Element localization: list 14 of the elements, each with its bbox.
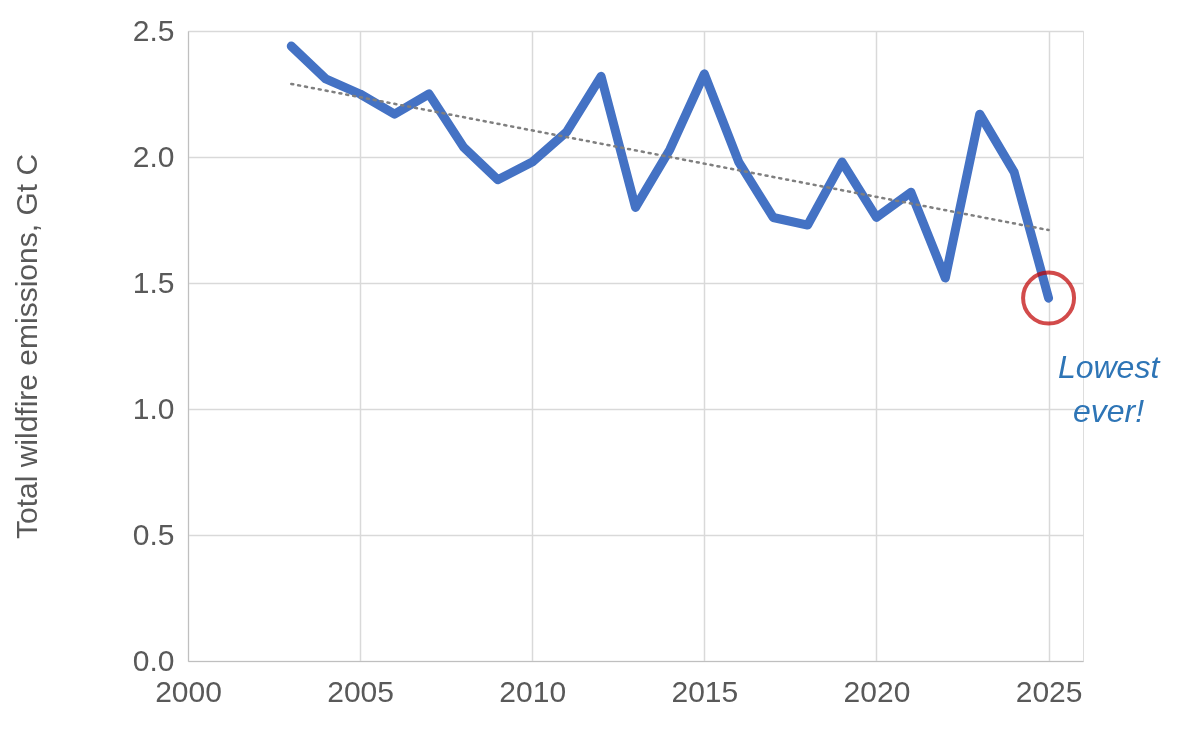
- x-tick-label: 2010: [499, 674, 567, 708]
- y-tick-label: 1.0: [132, 391, 175, 425]
- y-tick-label: 1.5: [132, 265, 175, 299]
- y-axis-title: Total wildfire emissions, Gt C: [9, 153, 43, 540]
- annotation: Lowest ever!: [1057, 349, 1161, 430]
- x-tick-label: 2000: [155, 674, 222, 708]
- y-tick-label: 2.5: [132, 13, 175, 47]
- x-tick-label: 2020: [843, 674, 911, 708]
- x-tick-label: 2025: [1015, 674, 1083, 708]
- y-tick-label: 2.0: [132, 139, 175, 173]
- x-tick-label: 2005: [327, 674, 394, 708]
- y-tick-label: 0.0: [132, 643, 175, 677]
- x-tick-label: 2015: [671, 674, 739, 708]
- y-tick-label: 0.5: [132, 517, 175, 551]
